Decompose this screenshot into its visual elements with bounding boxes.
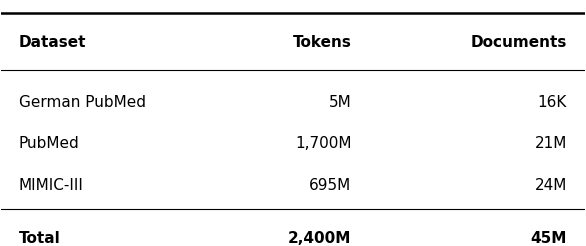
Text: 16K: 16K xyxy=(538,95,567,110)
Text: 45M: 45M xyxy=(531,231,567,246)
Text: MIMIC-III: MIMIC-III xyxy=(19,178,84,193)
Text: Tokens: Tokens xyxy=(292,35,352,50)
Text: 5M: 5M xyxy=(329,95,352,110)
Text: German PubMed: German PubMed xyxy=(19,95,146,110)
Text: Documents: Documents xyxy=(471,35,567,50)
Text: 1,700M: 1,700M xyxy=(295,137,352,152)
Text: 2,400M: 2,400M xyxy=(288,231,352,246)
Text: PubMed: PubMed xyxy=(19,137,80,152)
Text: 24M: 24M xyxy=(535,178,567,193)
Text: 695M: 695M xyxy=(309,178,352,193)
Text: 21M: 21M xyxy=(535,137,567,152)
Text: Dataset: Dataset xyxy=(19,35,86,50)
Text: Total: Total xyxy=(19,231,60,246)
